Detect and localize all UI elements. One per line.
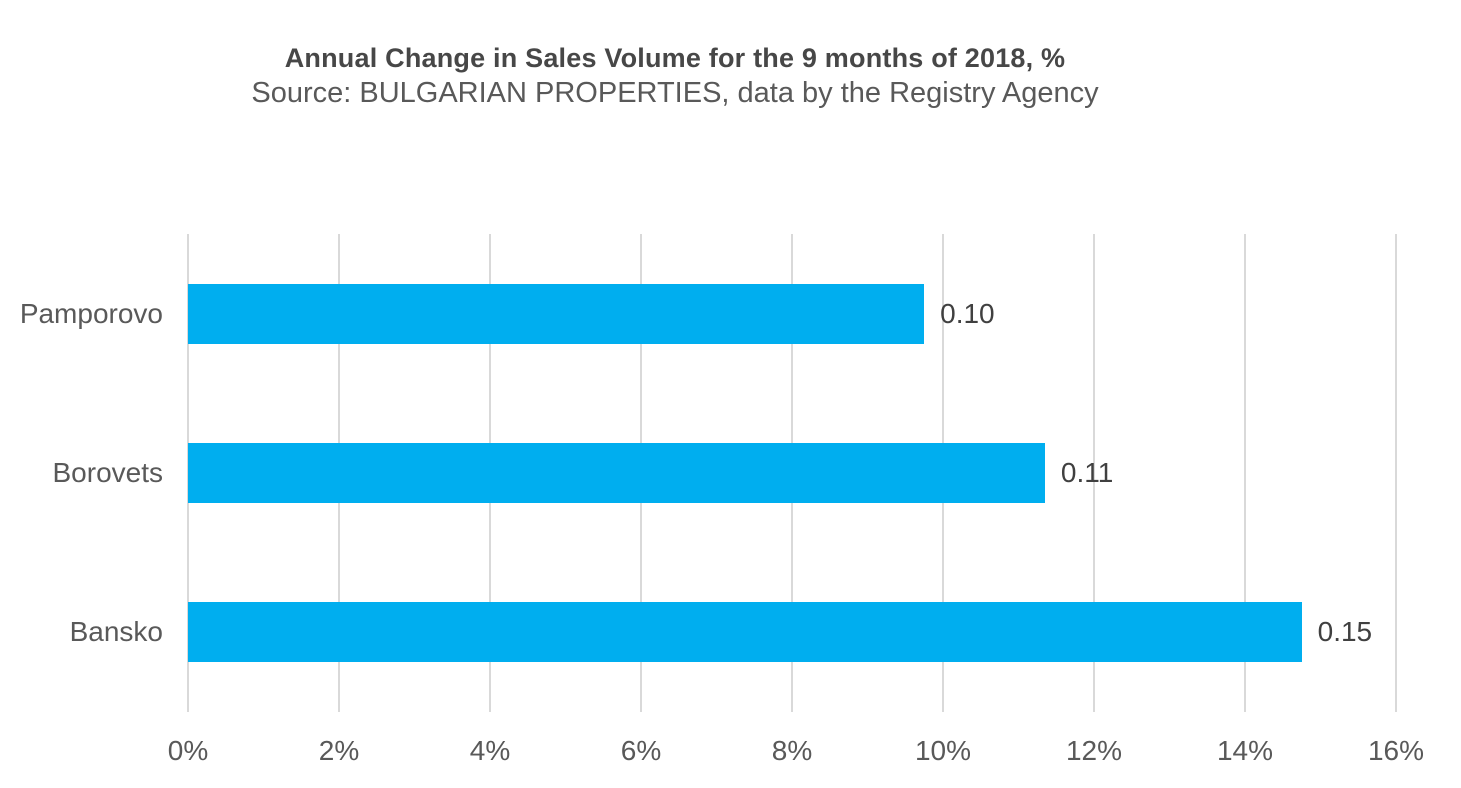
plot-area: 0% 2% 4% 6% 8% 10% 12% 14% 16% Pamporovo 0.10 Borov…	[20, 234, 1424, 766]
bar	[188, 283, 925, 344]
bar-data-label: 0.11	[1060, 456, 1114, 488]
bar-row: Pamporovo 0.10	[20, 234, 1396, 393]
bar	[188, 602, 1302, 663]
x-axis-tick-label: 8%	[771, 735, 813, 766]
gridline	[1093, 234, 1095, 712]
bar-data-label: 0.10	[940, 297, 995, 329]
x-axis-tick-label: 2%	[318, 735, 360, 766]
x-axis-tick-label: 6%	[620, 735, 662, 766]
bar-data-label: 0.15	[1317, 616, 1373, 648]
chart-subtitle: Source: BULGARIAN PROPERTIES, data by th…	[251, 77, 1099, 109]
bar-row: Borovets 0.11	[53, 393, 1396, 552]
bar-row: Bansko 0.15	[70, 553, 1396, 712]
x-axis-tick-label: 0%	[167, 735, 209, 766]
x-axis-tick-label: 4%	[469, 735, 511, 766]
chart-title: Annual Change in Sales Volume for the 9 …	[284, 43, 1066, 73]
gridline	[1395, 234, 1397, 712]
x-axis-tick-label: 10%	[914, 735, 972, 766]
category-axis-label: Pamporovo	[19, 297, 163, 329]
x-axis-tick-label: 16%	[1367, 735, 1425, 766]
category-axis-label: Borovets	[52, 456, 164, 488]
gridline	[1244, 234, 1246, 712]
category-axis-label: Bansko	[69, 616, 163, 648]
bar	[188, 442, 1045, 503]
x-axis-tick-label: 12%	[1065, 735, 1123, 766]
x-axis-tick-label: 14%	[1216, 735, 1274, 766]
